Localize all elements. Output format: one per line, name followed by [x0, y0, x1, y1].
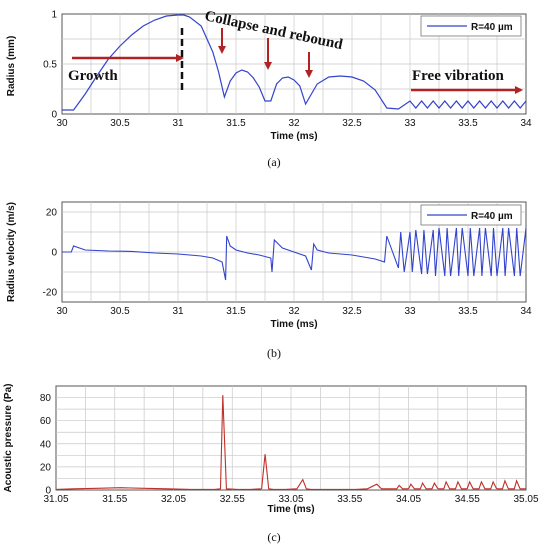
- x-tick-label: 30: [56, 306, 68, 317]
- y-tick-label: 20: [40, 462, 52, 473]
- x-axis-title-b: Time (ms): [270, 319, 317, 330]
- caption-a: (a): [267, 155, 280, 169]
- panel-b: 30 30.5 31 31.5 32 32.5 33 33.5 34 -20 0 20 Radius …: [6, 201, 532, 360]
- tick-labels-b: 30 30.5 31 31.5 32 32.5 33 33.5 34 -20 0 20: [43, 208, 532, 318]
- legend-b: R=40 µm: [420, 204, 522, 226]
- x-tick-label: 31: [172, 306, 184, 317]
- x-tick-label: 31.5: [226, 306, 246, 317]
- x-tick-label: 33: [404, 118, 416, 129]
- x-tick-label: 30: [56, 118, 68, 129]
- x-tick-label: 33.05: [278, 494, 303, 505]
- y-tick-label: 20: [46, 208, 58, 219]
- panel-a: 30 30.5 31 31.5 32 32.5 33 33.5 34 0 0.5 1 Radius (…: [6, 8, 532, 169]
- y-tick-label: 80: [40, 393, 52, 404]
- tick-labels-c: 31.05 31.55 32.05 32.55 33.05 33.55 34.05 34.55…: [40, 393, 539, 505]
- annotation-growth: Growth: [68, 68, 118, 84]
- annotation-arrows-a: [72, 28, 523, 94]
- tick-labels-a: 30 30.5 31 31.5 32 32.5 33 33.5 34 0 0.5 1: [43, 10, 532, 130]
- legend-box-a: [420, 15, 522, 37]
- series-line-a: [62, 14, 527, 111]
- legend-box-b: [420, 204, 522, 226]
- x-tick-label: 33.5: [458, 306, 478, 317]
- x-tick-label: 33.55: [337, 494, 362, 505]
- legend-label-a: R=40 µm: [471, 22, 513, 33]
- grid-c: [56, 386, 526, 490]
- x-tick-label: 34.55: [455, 494, 480, 505]
- y-tick-label: 60: [40, 416, 52, 427]
- x-tick-label: 30.5: [110, 306, 130, 317]
- x-tick-label: 33: [404, 306, 416, 317]
- x-tick-label: 34.05: [396, 494, 421, 505]
- x-tick-label: 31.05: [43, 494, 68, 505]
- x-tick-label: 32: [288, 118, 300, 129]
- x-tick-label: 35.05: [513, 494, 538, 505]
- x-tick-label: 32.55: [220, 494, 245, 505]
- x-tick-label: 30.5: [110, 118, 130, 129]
- y-tick-label: 0: [45, 486, 51, 497]
- y-tick-label: -20: [43, 288, 58, 299]
- panel-c: 31.05 31.55 32.05 32.55 33.05 33.55 34.05 34.55…: [3, 384, 539, 544]
- series-line-b: [62, 227, 527, 281]
- y-tick-label: 0: [51, 248, 57, 259]
- y-tick-label: 1: [51, 10, 57, 21]
- series-line-c: [55, 395, 526, 490]
- x-axis-title-c: Time (ms): [267, 504, 314, 515]
- caption-c: (c): [267, 530, 280, 544]
- y-tick-label: 0.5: [43, 60, 57, 71]
- y-tick-label: 0: [51, 110, 57, 121]
- x-tick-label: 33.5: [458, 118, 478, 129]
- x-tick-label: 31.55: [102, 494, 127, 505]
- caption-b: (b): [267, 346, 281, 360]
- x-tick-label: 32.05: [161, 494, 186, 505]
- y-axis-title-c: Acoustic pressure (Pa): [3, 384, 14, 493]
- y-axis-title-a: Radius (mm): [6, 36, 17, 97]
- x-axis-title-a: Time (ms): [270, 131, 317, 142]
- x-tick-label: 34: [520, 118, 532, 129]
- y-tick-label: 40: [40, 439, 52, 450]
- x-tick-label: 32: [288, 306, 300, 317]
- x-tick-label: 32.5: [342, 118, 362, 129]
- y-axis-title-b: Radius velocity (m/s): [6, 202, 17, 302]
- legend-a: R=40 µm: [420, 15, 522, 37]
- legend-label-b: R=40 µm: [471, 211, 513, 222]
- x-tick-label: 34: [520, 306, 532, 317]
- annotation-free-vibration: Free vibration: [412, 68, 504, 84]
- x-tick-label: 31.5: [226, 118, 246, 129]
- x-tick-label: 32.5: [342, 306, 362, 317]
- x-tick-label: 31: [172, 118, 184, 129]
